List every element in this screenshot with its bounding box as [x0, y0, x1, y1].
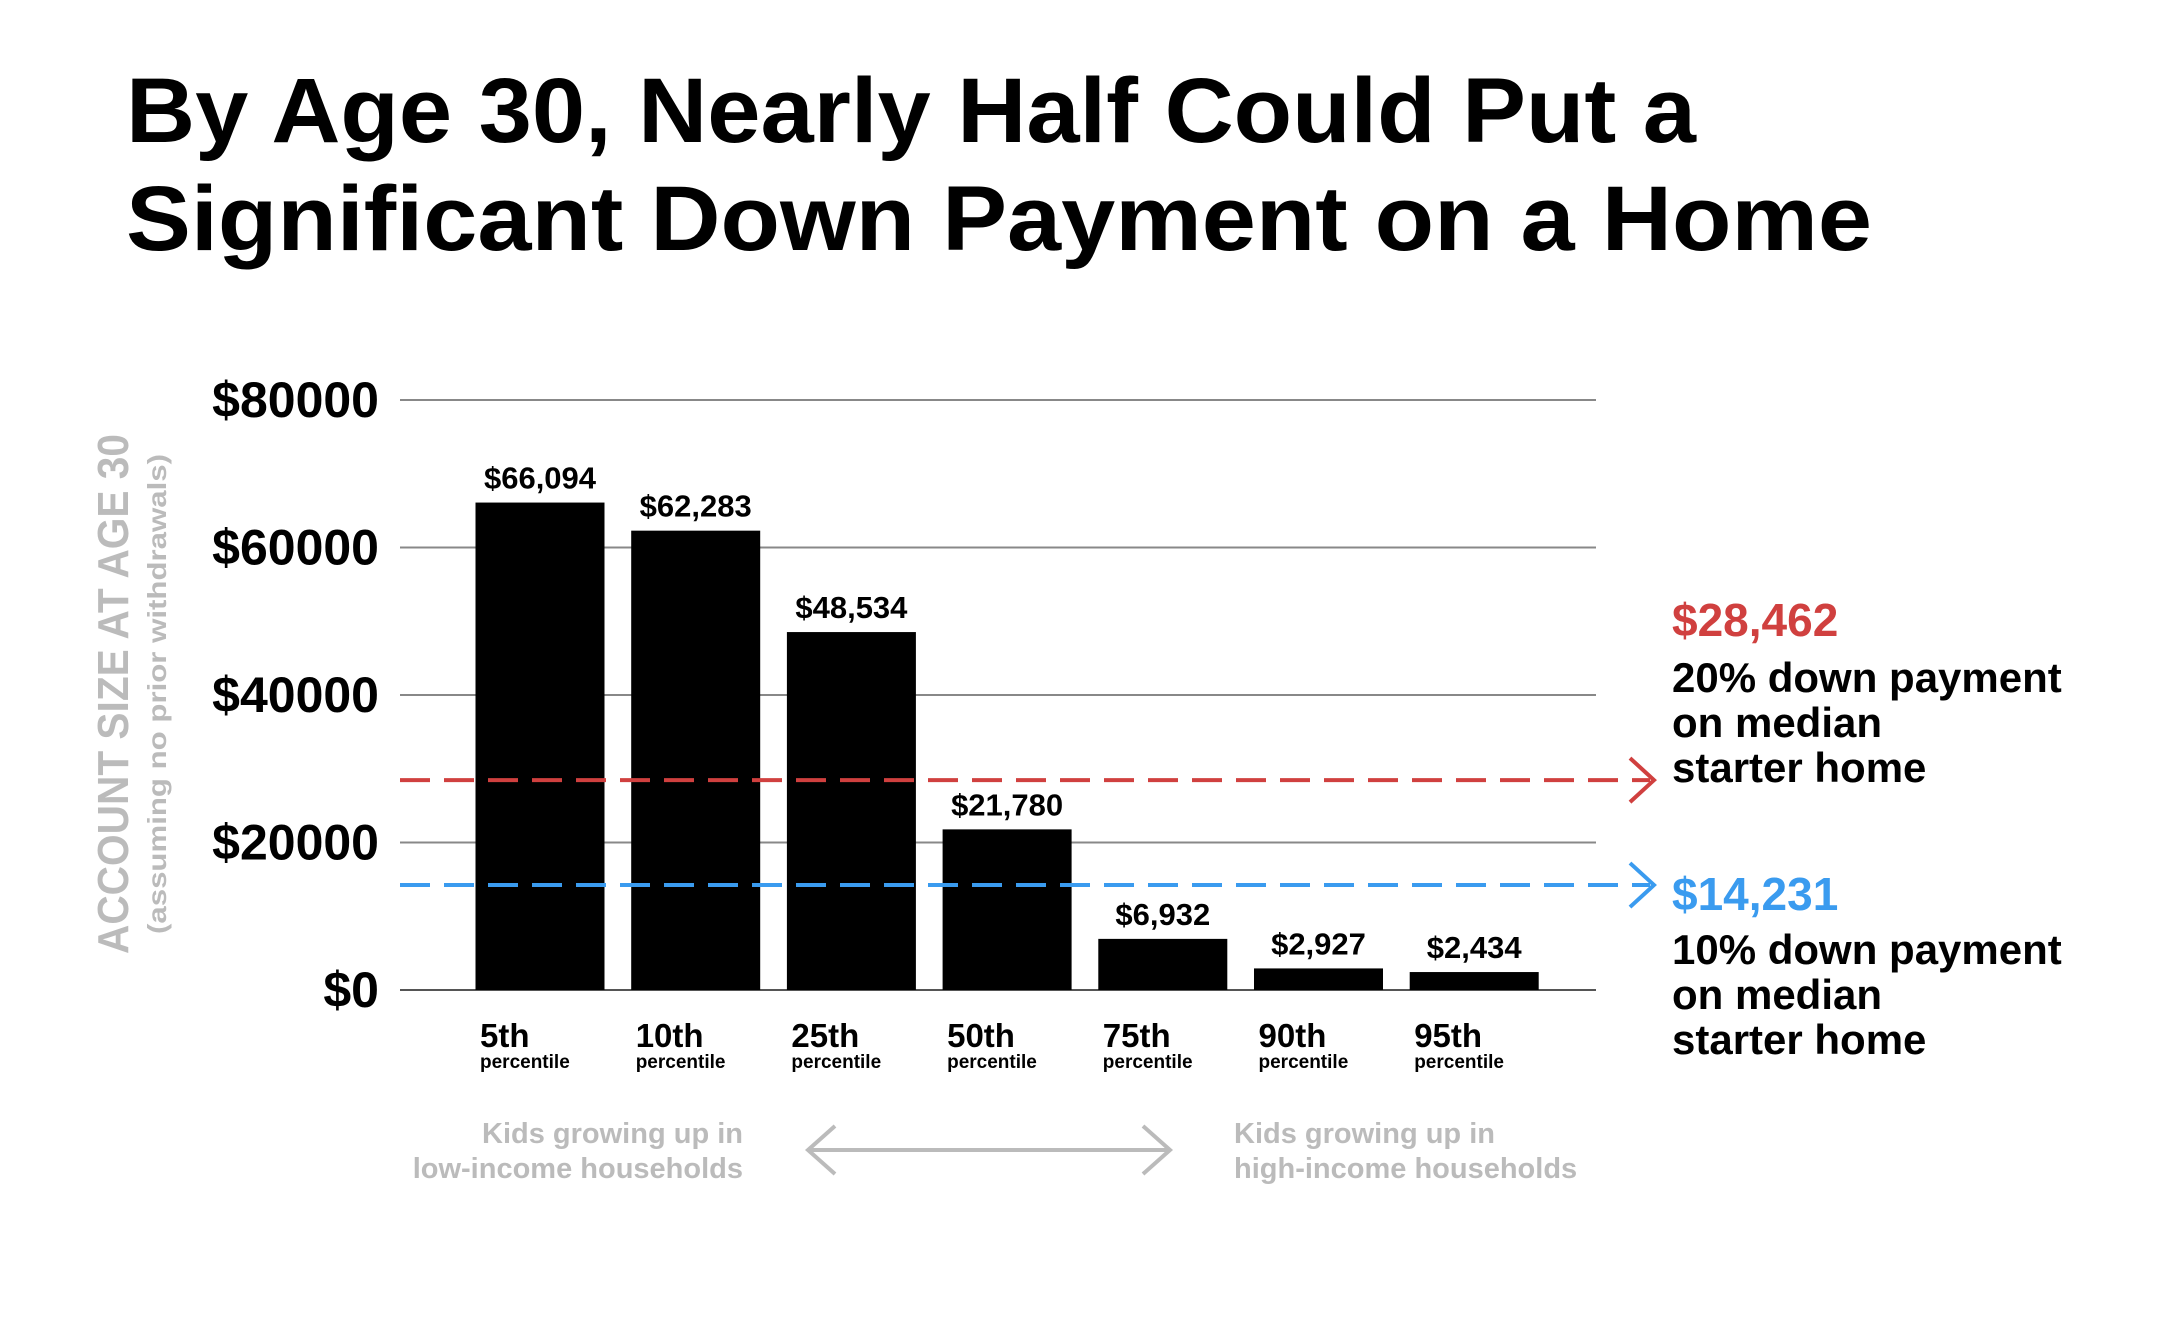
bar-value-label: $62,283 — [640, 489, 752, 524]
bar — [942, 829, 1072, 990]
y-tick-label: $0 — [323, 962, 379, 1018]
x-tick-label: 50th — [947, 1017, 1015, 1054]
y-tick-label: $20000 — [212, 815, 379, 871]
annotation-right-2: high-income households — [1234, 1153, 1577, 1185]
double-arrow-icon — [804, 1124, 1174, 1176]
arrow-right-icon — [1628, 756, 1657, 804]
chart-title-line-1: By Age 30, Nearly Half Could Put a — [126, 60, 1697, 162]
reference-description: starter home — [1672, 744, 1926, 791]
reference-value-label: $28,462 — [1672, 594, 1838, 646]
x-tick-sublabel: percentile — [1414, 1052, 1504, 1073]
y-axis-subtitle: (assuming no prior withdrawals) — [142, 454, 172, 934]
x-tick-sublabel: percentile — [636, 1052, 726, 1073]
x-tick-label: 25th — [791, 1017, 859, 1054]
x-tick-label: 90th — [1259, 1017, 1327, 1054]
bar-value-label: $6,932 — [1115, 897, 1210, 932]
x-tick-sublabel: percentile — [1103, 1052, 1193, 1073]
y-axis-title: ACCOUNT SIZE AT AGE 30 — [89, 434, 138, 954]
bar — [786, 632, 916, 990]
bar-value-label: $48,534 — [795, 590, 908, 625]
arrow-right-icon — [1628, 861, 1657, 909]
chart-title-line-2: Significant Down Payment on a Home — [126, 168, 1872, 270]
annotation-left-2: low-income households — [413, 1153, 743, 1185]
bar-value-label: $21,780 — [951, 787, 1063, 822]
reference-description: on median — [1672, 971, 1882, 1018]
bar-value-label: $2,434 — [1427, 930, 1523, 965]
bar — [1098, 938, 1228, 990]
bar — [1254, 968, 1383, 990]
y-tick-label: $40000 — [212, 667, 379, 723]
x-tick-label: 75th — [1103, 1017, 1171, 1054]
x-tick-label: 5th — [480, 1017, 530, 1054]
x-tick-label: 10th — [636, 1017, 704, 1054]
reference-description: on median — [1672, 699, 1882, 746]
annotation-left-1: Kids growing up in — [482, 1118, 743, 1150]
x-tick-sublabel: percentile — [791, 1052, 881, 1073]
reference-description: 10% down payment — [1672, 926, 2062, 973]
x-tick-sublabel: percentile — [480, 1052, 570, 1073]
bar — [475, 502, 605, 990]
reference-description: starter home — [1672, 1016, 1926, 1063]
x-tick-label: 95th — [1414, 1017, 1482, 1054]
reference-value-label: $14,231 — [1672, 868, 1838, 920]
bar — [631, 530, 761, 990]
x-tick-sublabel: percentile — [1259, 1052, 1349, 1073]
annotation-right-1: Kids growing up in — [1234, 1118, 1495, 1150]
bar-value-label: $2,927 — [1271, 926, 1366, 961]
y-tick-label: $80000 — [212, 372, 379, 428]
x-tick-sublabel: percentile — [947, 1052, 1037, 1073]
y-tick-label: $60000 — [212, 520, 379, 576]
reference-description: 20% down payment — [1672, 654, 2062, 701]
bar-value-label: $66,094 — [484, 461, 597, 496]
bar — [1409, 972, 1539, 990]
